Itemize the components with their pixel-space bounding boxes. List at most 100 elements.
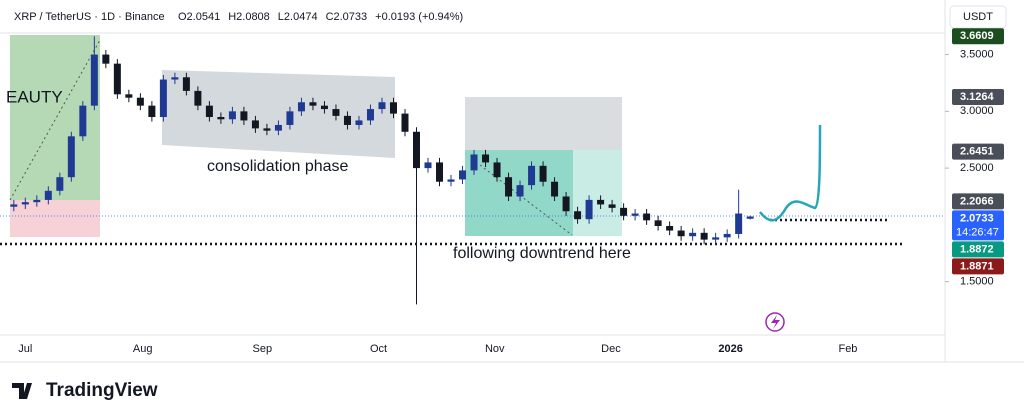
candle-body [516,185,524,197]
trend-guide [9,39,101,201]
annotation: following downtrend here [453,245,631,262]
ohlc-readout: O2.0541 H2.0808 L2.0474 C2.0733 +0.0193 (+0.… [178,11,463,23]
candle-body [459,170,467,180]
x-tick-label: 2026 [718,343,742,355]
candle-body [10,204,18,207]
ohlc-value: +0.0193 (+0.94%) [375,11,463,23]
candle-body [148,105,156,118]
candle-body [470,154,478,171]
x-tick-label: Feb [838,343,857,355]
x-tick-label: Nov [485,343,505,355]
price-label-box [952,258,1004,275]
symbol-title: XRP / TetherUS · 1D · Binance [14,11,165,23]
price-label: 2.0733 [960,212,994,224]
candle-body [33,199,41,203]
candle-body [320,105,328,110]
candle-body [286,111,294,125]
ohlc-value: L2.0474 [278,11,318,23]
ohlc-value: C2.0733 [326,11,368,23]
target-zone [465,97,622,150]
candle-body [263,128,271,131]
candle-body [424,162,432,169]
candle-body [171,77,179,80]
candle-body [113,63,121,95]
candle-body [332,109,340,116]
trend-guide [479,164,573,236]
candle-body [574,211,582,220]
candle-body [654,220,662,227]
candle-body [608,204,616,208]
candle-body [21,202,29,205]
currency-label[interactable]: USDT [963,11,993,23]
green-zone [10,35,100,200]
annotation: consolidation phase [207,158,349,175]
candle-body [228,111,236,120]
price-label-box [952,28,1004,45]
y-tick-label: 3.5000 [960,48,994,60]
candle-body [136,97,144,106]
candle-body [240,111,248,121]
candle-body [436,162,444,182]
y-tick-label: 1.5000 [960,276,994,288]
price-label-box [952,210,1004,241]
candle-body [643,213,651,221]
candle-body [125,94,133,98]
candle-body [551,181,559,197]
candle-body [631,213,639,216]
downtrend-zone-light [573,150,622,236]
event-icon[interactable] [765,312,785,332]
y-tick-label: 3.0000 [960,105,994,117]
brand-name: TradingView [46,380,158,401]
candle-body [378,102,386,110]
candle-body [309,102,317,106]
candle-body [666,226,674,231]
candle-body [585,199,593,220]
x-tick-label: Oct [370,343,387,355]
brand-logo [12,383,32,399]
x-tick-label: Sep [253,343,273,355]
candle-body [274,124,282,131]
candle-body [447,179,455,182]
price-label-box [952,241,1004,258]
candle-body [723,233,731,238]
candle-body [355,120,363,125]
price-label: 3.6609 [960,30,994,42]
price-label: 3.1264 [960,91,995,103]
candle-body [746,216,754,219]
logo-mark [12,383,32,399]
price-label: 1.8871 [960,260,994,272]
candle-body [297,102,305,112]
axes: 1.5000 2.5000 3.0000 3.5000 Jul Aug Sep Oct Nov D… [18,28,1004,355]
candle-body [194,90,202,106]
candles [10,36,754,305]
x-tick-label: Aug [133,343,153,355]
candle-body [528,165,536,186]
candle-body [493,162,501,178]
candle-body [401,113,409,132]
candle-body [482,154,490,163]
price-label: 1.8872 [960,243,994,255]
candle-body [366,109,374,121]
currency-button[interactable] [949,5,1007,29]
price-label: 2.6451 [960,146,994,158]
candle-body [539,165,547,182]
ohlc-value: H2.0808 [228,11,270,23]
y-tick-label: 2.5000 [960,162,994,174]
x-tick-label: Dec [601,343,621,355]
candle-body [677,230,685,237]
annotation: EAUTY [6,87,63,106]
candle-body [90,54,98,106]
price-label: 2.2066 [960,195,994,207]
candle-body [159,79,167,118]
candle-body [562,196,570,212]
price-label-box [952,143,1004,160]
candle-body [505,177,513,197]
candle-body [102,54,110,64]
ohlc-value: O2.0541 [178,11,220,23]
candle-body [412,131,420,169]
price-label-box [952,193,1004,210]
candle-body [597,199,605,205]
candle-body [217,117,225,120]
red-zone [10,200,100,237]
